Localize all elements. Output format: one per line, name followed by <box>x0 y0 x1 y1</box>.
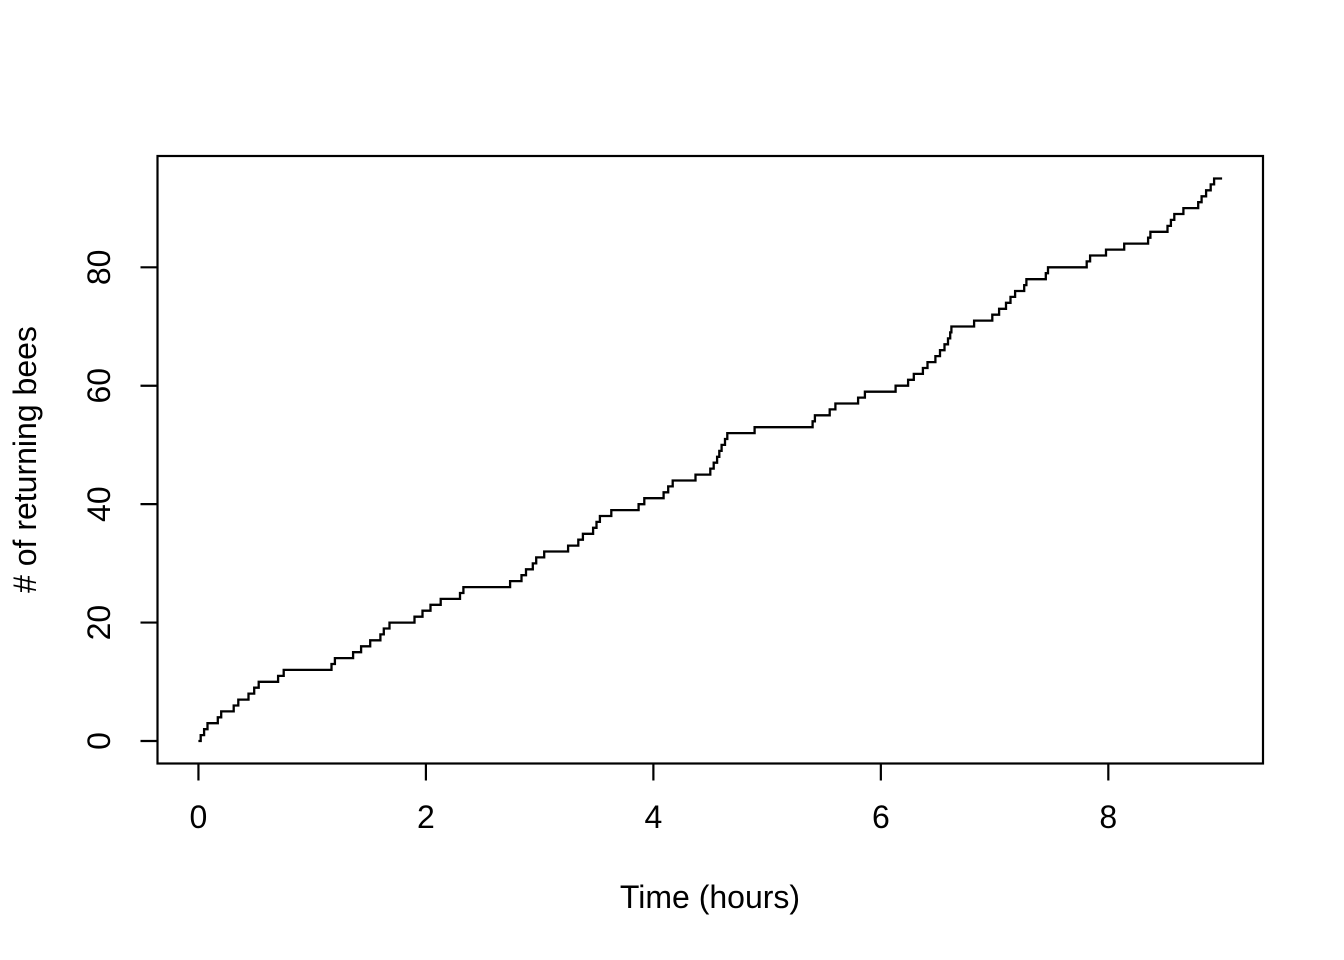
plot-box <box>156 154 1265 765</box>
x-tick-label: 6 <box>872 799 890 835</box>
y-tick-label: 80 <box>81 250 117 286</box>
step-line-series <box>198 177 1223 743</box>
x-tick-label: 8 <box>1099 799 1117 835</box>
y-tick-label: 60 <box>81 368 117 404</box>
x-axis-title: Time (hours) <box>620 879 800 915</box>
x-tick-label: 0 <box>190 799 208 835</box>
y-tick-label: 40 <box>81 486 117 522</box>
y-tick-label: 0 <box>81 732 117 750</box>
y-tick-label: 20 <box>81 605 117 641</box>
x-tick-label: 2 <box>417 799 435 835</box>
x-tick-label: 4 <box>644 799 662 835</box>
y-axis-title: # of returning bees <box>7 326 43 593</box>
